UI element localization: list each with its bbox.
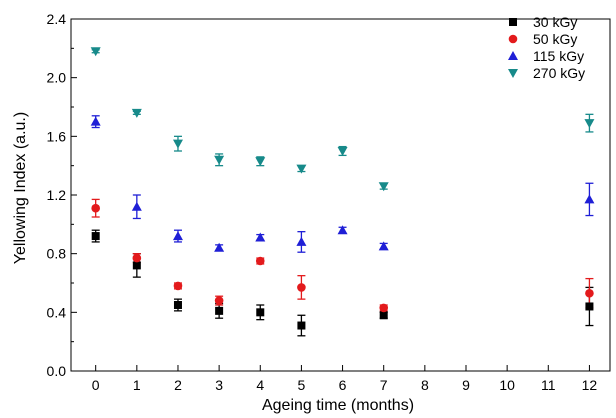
data-point-30-kgy [173, 301, 182, 309]
data-point-270-kgy [90, 47, 101, 57]
data-point-30-kgy [256, 308, 265, 317]
y-axis-label: Yellowing Index (a.u.) [12, 112, 29, 264]
x-tick-label: 4 [256, 377, 264, 393]
y-tick-label: 1.2 [47, 187, 67, 203]
x-tick-label: 11 [541, 377, 556, 393]
legend-marker-30-kgy [509, 18, 517, 26]
data-point-115-kgy [378, 241, 389, 251]
data-point-115-kgy [131, 201, 142, 211]
data-point-50-kgy [214, 296, 224, 305]
data-point-270-kgy [172, 139, 183, 149]
data-point-115-kgy [172, 231, 183, 241]
data-point-270-kgy [214, 155, 225, 165]
y-axis: 0.0 0.4 0.8 1.2 1.6 2.0 2.4 [47, 11, 77, 379]
x-tick-label: 9 [462, 377, 470, 393]
x-axis: 0 1 2 3 4 5 6 7 8 9 10 11 12 [92, 365, 598, 393]
x-tick-label: 8 [421, 377, 429, 393]
legend-label-50-kgy: 50 kGy [533, 31, 577, 47]
data-point-50-kgy [173, 281, 183, 291]
x-tick-label: 5 [298, 377, 306, 393]
data-point-115-kgy [214, 242, 225, 252]
x-tick-label: 2 [174, 377, 182, 393]
data-point-30-kgy [379, 311, 388, 320]
data-point-270-kgy [131, 108, 142, 118]
legend-label-270-kgy: 270 kGy [533, 65, 585, 81]
data-point-30-kgy [91, 232, 100, 241]
y-tick-label: 2.0 [47, 70, 67, 86]
data-point-270-kgy [337, 147, 348, 156]
data-point-30-kgy [297, 321, 306, 330]
errorbars-layer [91, 49, 594, 337]
data-point-50-kgy [91, 203, 100, 213]
data-point-50-kgy [132, 253, 142, 263]
data-point-115-kgy [255, 232, 266, 242]
data-point-50-kgy [255, 256, 265, 266]
y-tick-label: 0.8 [47, 246, 67, 262]
data-point-30-kgy [132, 261, 141, 270]
data-point-50-kgy [379, 303, 389, 313]
data-point-270-kgy [584, 119, 595, 129]
legend-marker-115-kgy [508, 51, 518, 60]
x-tick-label: 7 [380, 377, 388, 393]
data-point-30-kgy [585, 302, 594, 311]
plot-frame [70, 18, 611, 372]
x-axis-label: Ageing time (months) [262, 397, 414, 414]
y-tick-label: 1.6 [47, 128, 67, 144]
data-point-50-kgy [585, 288, 594, 298]
data-point-270-kgy [255, 157, 266, 167]
data-point-115-kgy [337, 225, 348, 235]
markers-layer [90, 47, 595, 330]
x-tick-label: 1 [133, 377, 141, 393]
data-point-30-kgy [215, 306, 224, 315]
data-point-270-kgy [378, 182, 389, 192]
x-tick-label: 10 [499, 377, 515, 393]
data-point-115-kgy [90, 116, 101, 126]
x-tick-label: 0 [92, 377, 100, 393]
x-tick-label: 12 [582, 377, 598, 393]
y-tick-label: 0.4 [47, 304, 67, 320]
y-tick-label: 2.4 [47, 11, 67, 27]
x-tick-label: 3 [215, 377, 223, 393]
legend-label-30-kgy: 30 kGy [533, 14, 577, 30]
data-point-50-kgy [297, 283, 306, 292]
data-point-115-kgy [296, 236, 307, 246]
legend-label-115-kgy: 115 kGy [533, 48, 584, 64]
x-tick-label: 6 [339, 377, 347, 393]
y-tick-label: 0.0 [47, 363, 67, 379]
data-point-115-kgy [584, 194, 595, 204]
legend-marker-270-kgy [508, 69, 518, 78]
data-point-270-kgy [296, 164, 307, 174]
legend-marker-50-kgy [508, 34, 518, 44]
